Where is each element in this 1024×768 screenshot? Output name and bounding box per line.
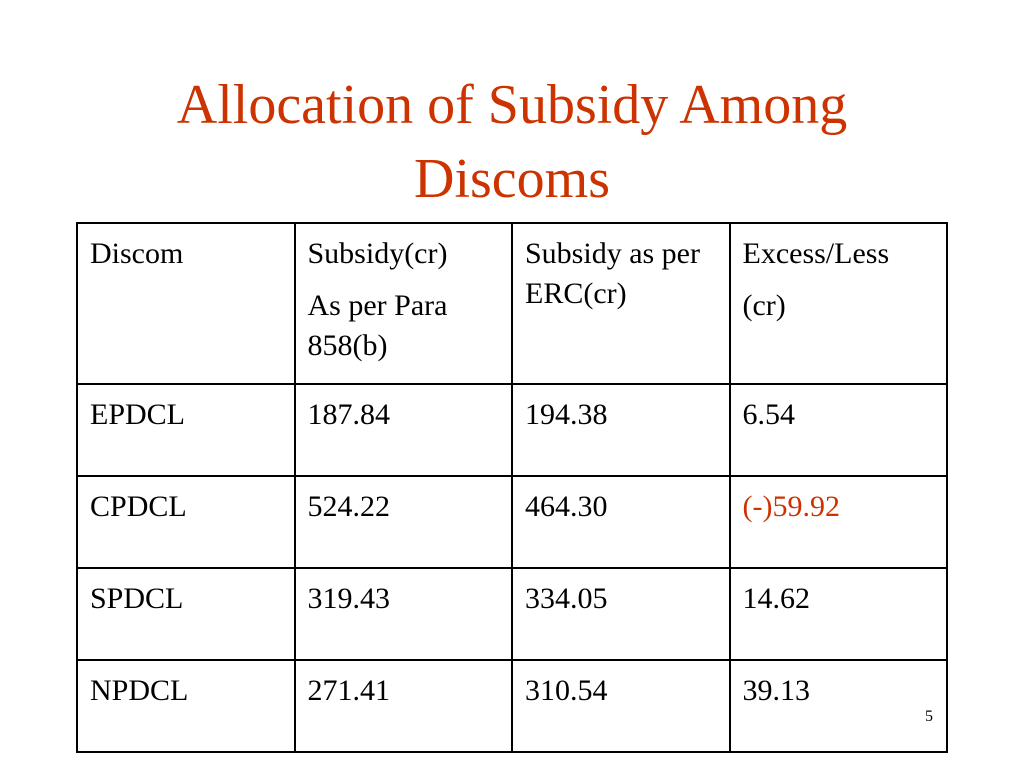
header-text: Excess/Less <box>742 237 890 270</box>
header-cell: Excess/Less (cr) <box>728 222 948 385</box>
table-cell: 194.38 <box>511 383 731 477</box>
table-cell: CPDCL <box>76 475 296 569</box>
header-text: As per Para 858(b) <box>307 289 448 362</box>
table-cell: 524.22 <box>293 475 513 569</box>
header-text: Discom <box>90 237 184 270</box>
slide-title: Allocation of Subsidy Among Discoms <box>176 74 848 210</box>
table-cell: (-)59.92 <box>728 475 948 569</box>
table-row: SPDCL 319.43 334.05 14.62 <box>76 567 948 661</box>
table-cell: NPDCL <box>76 659 296 753</box>
header-cell: Subsidy as per ERC(cr) <box>511 222 731 385</box>
header-text: Subsidy(cr) <box>307 237 448 270</box>
table-cell: 187.84 <box>293 383 513 477</box>
table-cell: 14.62 <box>728 567 948 661</box>
header-cell: Discom <box>76 222 296 385</box>
table-cell: 271.41 <box>293 659 513 753</box>
table-row: CPDCL 524.22 464.30 (-)59.92 <box>76 475 948 569</box>
table-cell: 310.54 <box>511 659 731 753</box>
table-row: EPDCL 187.84 194.38 6.54 <box>76 383 948 477</box>
table-cell: EPDCL <box>76 383 296 477</box>
table-body: Discom Subsidy(cr) As per Para 858(b) Subsi… <box>76 222 948 753</box>
table-cell: 39.13 <box>728 659 948 753</box>
table-cell: 464.30 <box>511 475 731 569</box>
header-cell: Subsidy(cr) As per Para 858(b) <box>293 222 513 385</box>
table-row: NPDCL 271.41 310.54 39.13 <box>76 659 948 753</box>
header-row: Discom Subsidy(cr) As per Para 858(b) Subsi… <box>76 222 948 385</box>
header-text: (cr) <box>742 289 786 322</box>
table-cell: 334.05 <box>511 567 731 661</box>
slide-number: 5 <box>925 708 933 725</box>
header-text: Subsidy as per ERC(cr) <box>525 237 700 310</box>
subsidy-table: Discom Subsidy(cr) As per Para 858(b) Subsi… <box>76 222 948 753</box>
table-cell: 6.54 <box>728 383 948 477</box>
table-cell: 319.43 <box>293 567 513 661</box>
table-cell: SPDCL <box>76 567 296 661</box>
